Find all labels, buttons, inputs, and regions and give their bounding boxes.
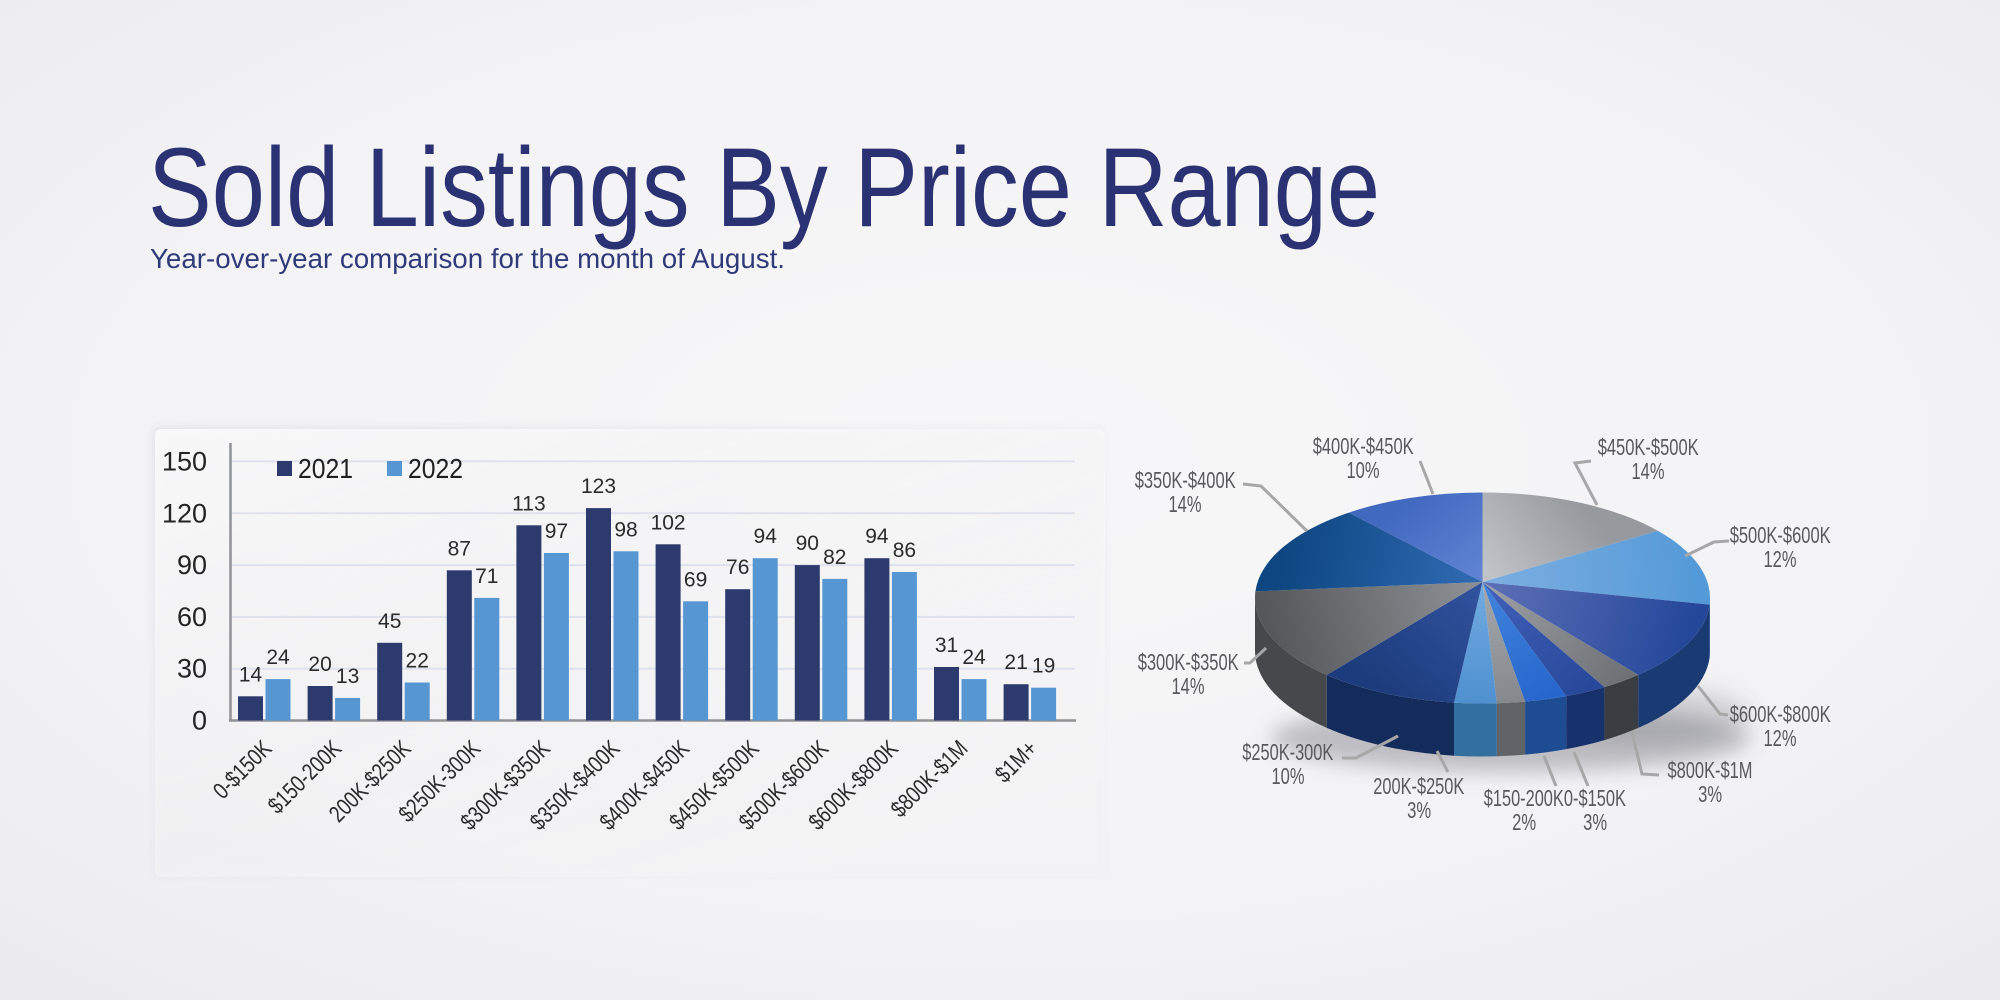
svg-text:$250K-300K: $250K-300K — [1242, 739, 1333, 765]
svg-text:98: 98 — [614, 518, 637, 541]
svg-text:120: 120 — [162, 498, 207, 528]
svg-text:69: 69 — [684, 568, 707, 591]
svg-text:$400K-$450K: $400K-$450K — [1313, 433, 1414, 459]
svg-text:$800K-$1M: $800K-$1M — [1668, 757, 1753, 783]
svg-text:Sold Listings By Price Range: Sold Listings By Price Range — [148, 125, 1380, 250]
svg-text:94: 94 — [754, 525, 778, 548]
svg-text:94: 94 — [865, 525, 889, 548]
svg-text:86: 86 — [893, 539, 916, 562]
svg-text:102: 102 — [651, 511, 686, 534]
svg-text:$150-200K: $150-200K — [1484, 785, 1564, 811]
svg-text:$600K-$800K: $600K-$800K — [1730, 701, 1831, 727]
svg-text:$450K-$500K: $450K-$500K — [1598, 434, 1699, 460]
svg-text:$500K-$600K: $500K-$600K — [1730, 522, 1831, 548]
svg-text:90: 90 — [177, 550, 207, 580]
svg-text:76: 76 — [726, 556, 749, 579]
svg-text:19: 19 — [1032, 655, 1055, 678]
svg-text:0-$150K: 0-$150K — [1564, 785, 1626, 811]
svg-text:123: 123 — [581, 475, 616, 498]
svg-text:30: 30 — [177, 654, 207, 684]
svg-text:$350K-$400K: $350K-$400K — [1135, 467, 1236, 493]
svg-text:82: 82 — [823, 546, 846, 569]
svg-text:60: 60 — [177, 602, 207, 632]
svg-text:12%: 12% — [1764, 725, 1797, 751]
svg-text:71: 71 — [475, 565, 498, 588]
svg-text:14%: 14% — [1169, 491, 1202, 517]
svg-text:$300K-$350K: $300K-$350K — [1138, 649, 1239, 675]
svg-text:12%: 12% — [1764, 546, 1797, 572]
svg-text:31: 31 — [935, 634, 958, 657]
svg-text:14%: 14% — [1172, 673, 1205, 699]
svg-text:90: 90 — [796, 532, 819, 555]
svg-text:97: 97 — [545, 520, 568, 543]
svg-text:87: 87 — [448, 537, 471, 560]
svg-text:24: 24 — [962, 646, 986, 669]
svg-text:3%: 3% — [1407, 797, 1431, 823]
svg-text:Year-over-year comparison for: Year-over-year comparison for the month … — [150, 243, 785, 274]
svg-text:20: 20 — [308, 653, 331, 676]
svg-text:10%: 10% — [1347, 457, 1380, 483]
svg-text:113: 113 — [512, 492, 545, 515]
svg-text:21: 21 — [1004, 651, 1027, 674]
svg-text:10%: 10% — [1272, 763, 1305, 789]
svg-text:150: 150 — [162, 446, 207, 476]
svg-text:14: 14 — [239, 663, 263, 686]
svg-text:13: 13 — [336, 665, 359, 688]
svg-text:0: 0 — [192, 706, 207, 736]
svg-text:45: 45 — [378, 610, 401, 633]
svg-text:2%: 2% — [1512, 809, 1536, 835]
svg-text:2022: 2022 — [408, 453, 463, 484]
svg-text:3%: 3% — [1583, 809, 1607, 835]
svg-text:2021: 2021 — [298, 453, 353, 484]
svg-text:22: 22 — [406, 650, 429, 673]
svg-text:200K-$250K: 200K-$250K — [1373, 773, 1464, 799]
svg-text:24: 24 — [266, 646, 290, 669]
svg-text:14%: 14% — [1632, 458, 1665, 484]
svg-text:3%: 3% — [1698, 781, 1722, 807]
